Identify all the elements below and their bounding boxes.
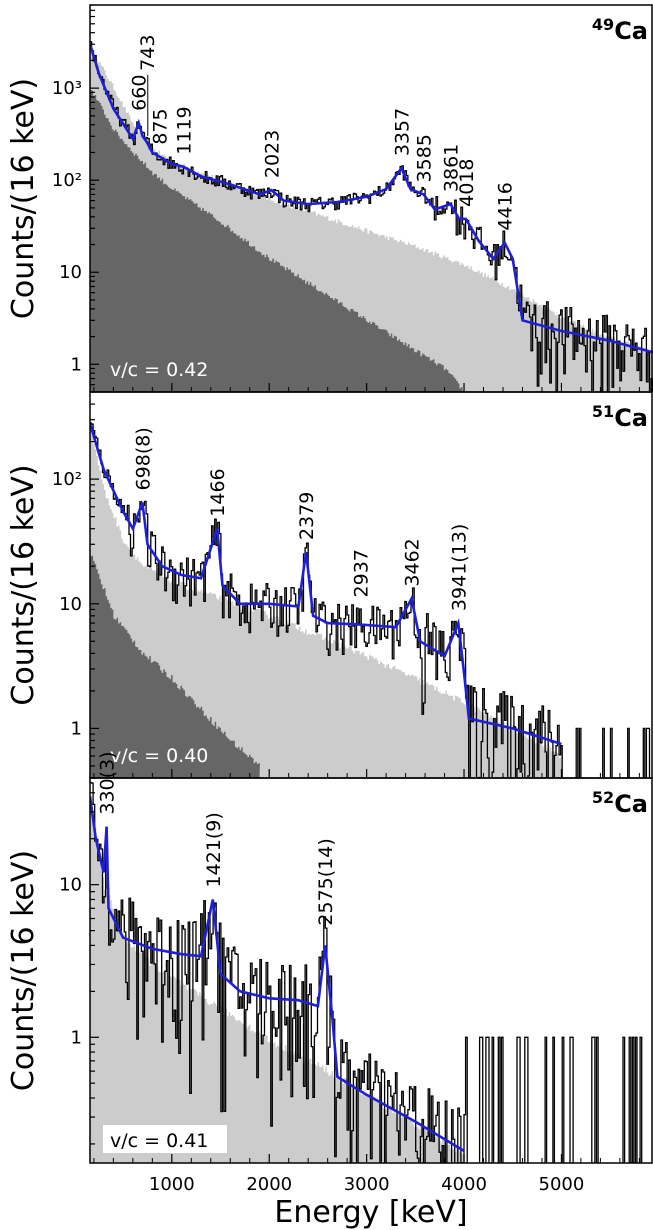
isotope-label: 52Ca	[592, 788, 648, 818]
panel-ca49: 1 10 10² 10³ Counts/(16 keV) 49Ca v/c = 0.42 66…	[6, 4, 653, 393]
fit-curve	[90, 796, 465, 1153]
peak-label: 3357	[391, 108, 413, 156]
y-tick-label: 10	[59, 875, 82, 896]
isotope-symbol: Ca	[614, 17, 648, 45]
peak-label: 2937	[350, 549, 372, 597]
background-estimate-area	[90, 801, 464, 1163]
x-tick-label: 4000	[441, 1174, 487, 1195]
peak-label: 1466	[207, 468, 229, 516]
y-tick-label: 1	[71, 718, 82, 739]
peak-label: 3585	[414, 134, 436, 182]
velocity-label: v/c = 0.42	[110, 359, 208, 381]
y-tick-label: 10²	[52, 469, 82, 490]
y-tick-label: 10³	[52, 78, 82, 99]
isotope-mass: 49	[592, 15, 614, 34]
vc-label-box	[103, 1125, 227, 1153]
isotope-label: 51Ca	[592, 402, 648, 432]
y-axis-label: Counts/(16 keV)	[6, 78, 41, 319]
velocity-label: v/c = 0.41	[110, 1130, 208, 1152]
data-histogram	[90, 781, 643, 1163]
y-tick-label: 10	[59, 594, 82, 615]
peak-label: 1421(9)	[203, 812, 225, 887]
y-axis-label: Counts/(16 keV)	[6, 464, 41, 705]
panel-ca52: 1 10 Counts/(16 keV) 52Ca v/c = 0.41 330(3) 14…	[6, 751, 653, 1164]
peak-label: 698(8)	[132, 427, 154, 490]
velocity-label: v/c = 0.40	[110, 745, 208, 767]
fit-curve	[90, 423, 562, 746]
background-estimate-area	[90, 424, 563, 778]
peak-label: 330(3)	[97, 751, 119, 814]
x-tick-label: 1000	[149, 1174, 195, 1195]
peak-label: 875	[150, 108, 172, 144]
isotope-mass: 51	[592, 402, 614, 421]
peak-label: 743	[137, 35, 159, 71]
panel-ca51: 1 10 10² Counts/(16 keV) 51Ca v/c = 0.40 698(8…	[6, 391, 653, 779]
peak-label: 660	[129, 75, 151, 111]
prompt-background-area	[90, 90, 464, 392]
y-tick-label: 10²	[52, 170, 82, 191]
y-axis-label: Counts/(16 keV)	[6, 850, 41, 1091]
x-axis-label: Energy [keV]	[274, 1195, 467, 1230]
peak-label: 2379	[296, 492, 318, 540]
y-tick-label: 1	[71, 354, 82, 375]
peak-label: 1119	[173, 106, 195, 154]
x-tick-label: 2000	[246, 1174, 292, 1195]
x-tick-label: 3000	[344, 1174, 390, 1195]
fit-curve	[90, 43, 653, 354]
y-tick-label: 10	[59, 262, 82, 283]
peak-label: 4416	[495, 182, 517, 230]
isotope-symbol: Ca	[614, 404, 648, 432]
isotope-mass: 52	[592, 788, 614, 807]
peak-label: 3861	[440, 144, 462, 192]
peak-label: 2023	[261, 130, 283, 178]
x-tick-label: 5000	[539, 1174, 585, 1195]
data-histogram	[90, 422, 651, 778]
isotope-symbol: Ca	[614, 790, 648, 818]
peak-label: 3941(13)	[448, 524, 470, 611]
peak-label: 3462	[402, 538, 424, 586]
peak-label: 4018	[456, 159, 478, 207]
isotope-label: 49Ca	[592, 15, 648, 45]
prompt-background-area	[90, 555, 260, 778]
y-tick-label: 1	[71, 1027, 82, 1048]
plot-frame	[89, 777, 653, 1164]
peak-label: 2575(14)	[315, 838, 337, 925]
